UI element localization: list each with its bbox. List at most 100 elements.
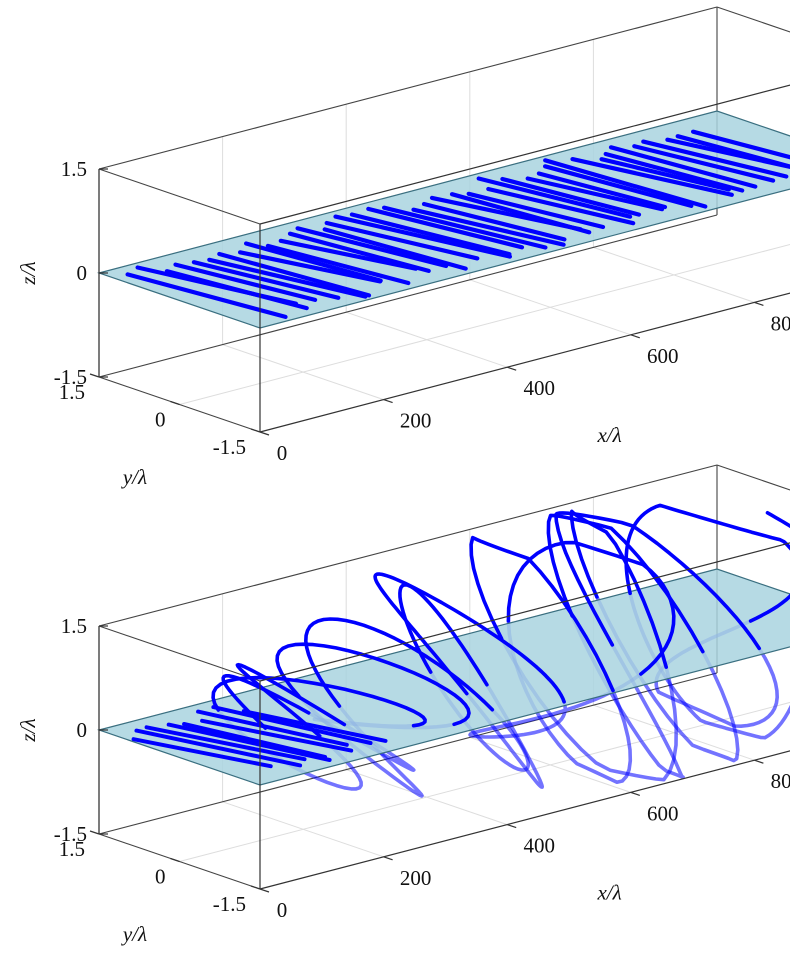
- top-trajectory-segment: [603, 151, 745, 193]
- bottom-trajectory-above: [131, 503, 790, 769]
- top-x-tick: [259, 431, 270, 436]
- top-trajectory-segment: [382, 205, 548, 250]
- top-box-edge: [98, 214, 718, 378]
- top-x-tick: [383, 399, 393, 404]
- top-x-tick-label: 600: [647, 344, 679, 368]
- top-trajectory-segment: [690, 129, 790, 160]
- top-z-axis-label: z/λ: [16, 261, 40, 285]
- bottom-x-tick: [630, 791, 640, 796]
- top-box-front: [259, 84, 790, 433]
- top-x-tick-label: 200: [400, 409, 432, 433]
- bottom-trajectory-segment: [211, 705, 373, 745]
- top-trajectory-segment: [265, 243, 411, 286]
- top-x-tick: [507, 366, 517, 371]
- bottom-box-edge: [259, 542, 790, 682]
- top-y-tick: [170, 400, 180, 406]
- top-trajectory-segment: [324, 220, 480, 261]
- top-trajectory-segment: [244, 241, 383, 283]
- top-trajectory-segment: [411, 207, 566, 247]
- bottom-y-tick-label: -1.5: [213, 892, 246, 916]
- top-trajectory-above: [125, 129, 790, 319]
- top-trajectory-segment: [675, 134, 790, 169]
- top-box-edge: [259, 292, 790, 433]
- bottom-z-tick-label: 0: [77, 718, 88, 742]
- top-trajectory-segment: [570, 157, 734, 197]
- top-trajectory-segment: [608, 145, 758, 189]
- top-x-tick-label: 800: [771, 311, 790, 335]
- bottom-x-axis-label: x/λ: [596, 880, 621, 904]
- bottom-box-edge: [259, 750, 790, 890]
- top-trajectory-segment: [449, 192, 592, 235]
- bottom-trajectory-segment: [624, 503, 790, 623]
- top-box-edge: [259, 84, 790, 225]
- bottom-trajectory-segment: [182, 722, 327, 759]
- top-y-tick: [89, 373, 100, 378]
- top-box-edge: [98, 168, 261, 225]
- plot-top: 020040060080010001.50-1.51.50-1.5x/λy/λz…: [16, 6, 790, 489]
- bottom-box-front: [259, 542, 790, 890]
- top-trajectory-segment: [164, 269, 309, 311]
- bottom-z-axis-label: z/λ: [16, 718, 40, 742]
- bottom-x-tick: [259, 888, 270, 893]
- bottom-x-tick: [754, 759, 764, 764]
- top-y-tick-label: 1.5: [59, 380, 85, 404]
- top-box-edge: [98, 6, 718, 170]
- top-x-tick: [754, 301, 764, 306]
- top-trajectory-segment: [295, 226, 449, 269]
- top-x-tick-label: 0: [277, 441, 288, 465]
- bottom-y-tick: [250, 885, 261, 890]
- top-x-tick-label: 400: [523, 376, 555, 400]
- top-ticks: [89, 168, 764, 436]
- top-z-tick-label: 1.5: [61, 157, 87, 181]
- bottom-box-edge: [98, 625, 261, 682]
- bottom-trajectory-segment: [469, 535, 615, 693]
- bottom-ticks: [89, 625, 764, 893]
- bottom-box-edge: [98, 464, 718, 627]
- top-trajectory-segment: [542, 164, 694, 208]
- top-x-tick: [630, 334, 640, 339]
- bottom-trajectory-segment: [134, 728, 303, 768]
- bottom-y-tick-label: 1.5: [59, 837, 85, 861]
- bottom-x-tick: [507, 824, 517, 829]
- top-trajectory-segment: [322, 227, 468, 271]
- top-y-axis-label: y/λ: [121, 465, 147, 489]
- top-trajectory-segment: [238, 250, 383, 284]
- top-trajectory-segment: [466, 191, 606, 230]
- bottom-trajectory-segment: [554, 511, 762, 651]
- top-trajectory-segment: [599, 157, 731, 192]
- top-gridline-y: [179, 243, 790, 405]
- bottom-y-tick: [89, 830, 100, 835]
- top-trajectory-segment: [536, 171, 668, 210]
- top-trajectory-segment: [476, 176, 633, 219]
- top-trajectory-segment: [217, 251, 372, 298]
- bottom-trajectory-segment: [241, 709, 388, 743]
- bottom-x-tick-label: 400: [523, 834, 555, 858]
- bottom-y-tick-label: 0: [155, 865, 166, 889]
- top-y-tick-label: -1.5: [213, 435, 246, 459]
- bottom-trajectory-segment: [144, 725, 307, 762]
- top-trajectory-segment: [632, 144, 776, 183]
- bottom-trajectory-segment: [196, 709, 349, 747]
- top-z-tick-label: -1.5: [54, 365, 87, 389]
- bottom-x-tick-label: 600: [647, 801, 679, 825]
- bottom-trajectory-segment: [570, 614, 685, 779]
- bottom-x-tick-label: 800: [771, 769, 790, 793]
- bottom-z0-plane: [96, 568, 790, 786]
- bottom-trajectory-segment: [765, 510, 790, 529]
- top-trajectory-segment: [173, 262, 318, 302]
- top-y-tick-label: 0: [155, 408, 166, 432]
- top-trajectory-segment: [349, 212, 512, 257]
- bottom-z-tick-label: -1.5: [54, 822, 87, 846]
- top-x-axis-label: x/λ: [596, 423, 621, 447]
- bottom-trajectory-segment: [506, 540, 676, 676]
- top-trajectory-segment: [486, 186, 636, 226]
- bottom-y-tick: [170, 857, 180, 863]
- top-trajectory-segment: [207, 257, 368, 299]
- bottom-z-tick-label: 1.5: [61, 614, 87, 638]
- bottom-x-tick-label: 200: [400, 866, 432, 890]
- bottom-trajectory-segment: [211, 675, 427, 728]
- top-trajectory-segment: [125, 272, 288, 319]
- bottom-trajectory-segment: [235, 662, 347, 738]
- top-trajectory-segment: [333, 214, 512, 259]
